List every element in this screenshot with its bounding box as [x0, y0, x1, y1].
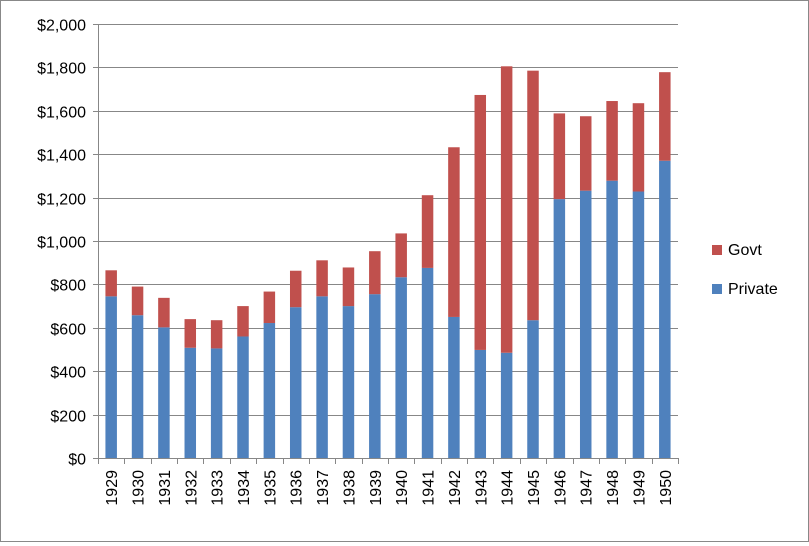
x-tick-label: 1937: [315, 470, 332, 506]
y-tick-label: $1,600: [37, 105, 86, 122]
y-tick-label: $0: [68, 452, 86, 469]
x-tick-label: 1946: [552, 470, 569, 506]
bar-private-1935: [263, 323, 276, 458]
y-tick-label: $1,800: [37, 61, 86, 78]
x-tick-label: 1929: [104, 470, 121, 506]
bar-private-1931: [158, 327, 170, 458]
bar-private-1949: [632, 191, 645, 458]
legend-swatch-govt: [712, 245, 722, 255]
bar-private-1941: [421, 267, 434, 458]
x-tick-label: 1944: [500, 470, 517, 506]
x-tick-label: 1942: [447, 470, 464, 506]
bar-govt-1945: [527, 70, 539, 321]
bar-govt-1933: [210, 320, 223, 349]
bar-govt-1948: [606, 101, 618, 181]
bar-govt-1942: [448, 147, 460, 317]
bar-govt-1947: [579, 116, 592, 191]
bar-private-1933: [210, 348, 223, 458]
bar-private-1947: [579, 190, 592, 458]
bar-govt-1943: [474, 94, 487, 350]
y-tick-label: $400: [50, 365, 86, 382]
x-tick-label: 1931: [157, 470, 174, 506]
bar-private-1932: [184, 347, 197, 458]
bar-govt-1936: [289, 270, 302, 308]
y-tick-label: $1,000: [37, 235, 86, 252]
bar-private-1943: [474, 349, 487, 458]
bar-private-1937: [316, 296, 328, 458]
y-tick-label: $1,200: [37, 192, 86, 209]
x-tick-label: 1945: [526, 470, 543, 506]
bar-private-1942: [448, 316, 460, 458]
bar-govt-1949: [632, 103, 645, 192]
bar-private-1940: [395, 277, 407, 458]
x-tick-label: 1950: [658, 470, 675, 506]
x-tick-label: 1936: [289, 470, 306, 506]
bar-private-1944: [500, 352, 513, 458]
legend-label-govt: Govt: [728, 242, 762, 259]
bar-private-1930: [131, 315, 144, 458]
x-tick-label: 1949: [631, 470, 648, 506]
y-tick-label: $2,000: [37, 18, 86, 35]
x-tick-label: 1948: [605, 470, 622, 506]
bar-govt-1944: [500, 66, 513, 353]
bar-private-1929: [105, 296, 117, 458]
x-tick-label: 1940: [394, 470, 411, 506]
bar-private-1945: [527, 320, 539, 458]
y-tick-label: $600: [50, 322, 86, 339]
bar-private-1946: [553, 199, 566, 458]
bar-private-1934: [237, 336, 249, 458]
x-tick-label: 1943: [473, 470, 490, 506]
x-tick-label: 1947: [579, 470, 596, 506]
x-tick-label: 1935: [262, 470, 279, 506]
y-tick-label: $1,400: [37, 148, 86, 165]
bar-govt-1934: [237, 306, 249, 337]
bar-govt-1929: [105, 270, 117, 297]
x-tick-label: 1938: [341, 470, 358, 506]
x-tick-label: 1933: [210, 470, 227, 506]
bar-private-1938: [342, 306, 355, 458]
x-axis-ticks: 1929 1930 1931 1932 1933 1934 1935 1936 1937 1938…: [98, 458, 679, 506]
bars: [105, 66, 671, 459]
bar-govt-1938: [342, 267, 355, 307]
bar-private-1939: [369, 294, 381, 458]
bar-govt-1931: [158, 297, 170, 328]
bar-govt-1935: [263, 291, 276, 324]
x-tick-label: 1932: [183, 470, 200, 506]
legend-swatch-private: [712, 284, 722, 294]
legend: Govt Private: [712, 242, 778, 298]
x-tick-label: 1934: [236, 470, 253, 506]
bar-govt-1937: [316, 260, 328, 297]
y-axis-ticks: $0 $200 $400 $600 $800 $1,000 $1,200 $1,400 $1,6…: [37, 18, 98, 469]
x-tick-label: 1941: [421, 470, 438, 506]
bar-govt-1941: [421, 195, 434, 268]
bar-govt-1946: [553, 113, 566, 200]
bar-govt-1939: [369, 251, 381, 295]
y-tick-label: $200: [50, 409, 86, 426]
bar-govt-1932: [184, 319, 197, 348]
bar-govt-1950: [659, 72, 671, 161]
x-tick-label: 1930: [131, 470, 148, 506]
y-tick-label: $800: [50, 278, 86, 295]
x-tick-label: 1939: [368, 470, 385, 506]
bar-private-1948: [606, 180, 618, 459]
bar-govt-1930: [131, 286, 144, 316]
bar-private-1950: [659, 160, 671, 458]
bar-private-1936: [289, 307, 302, 458]
legend-label-private: Private: [728, 281, 778, 298]
bar-govt-1940: [395, 233, 407, 278]
